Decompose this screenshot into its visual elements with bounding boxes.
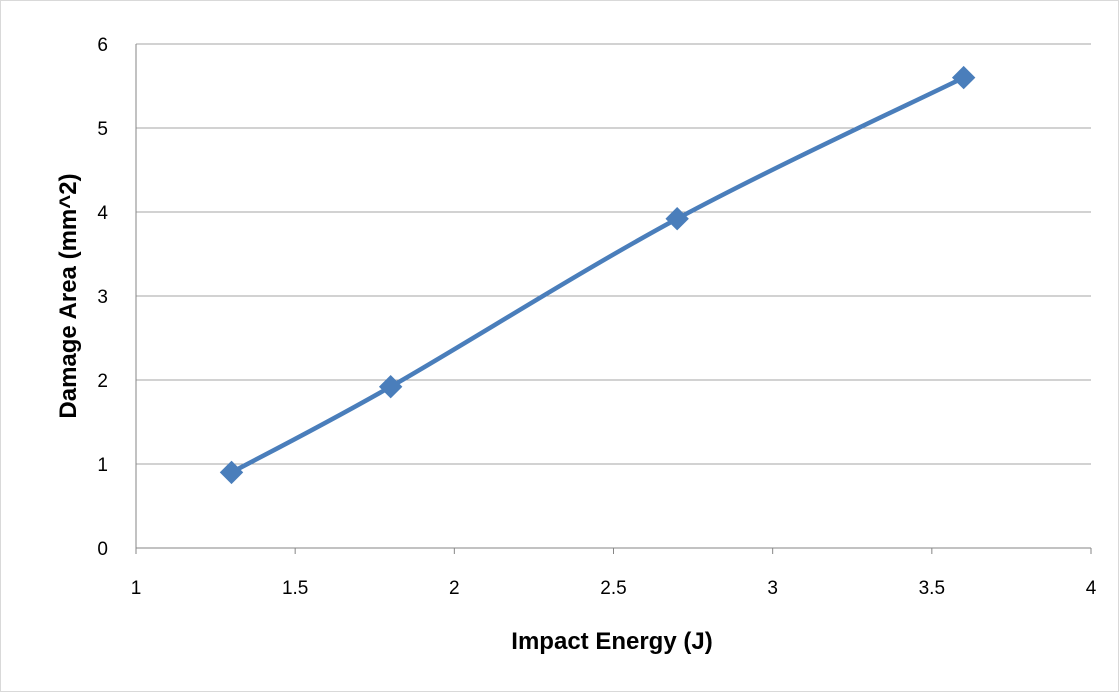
y-axis-title: Damage Area (mm^2) <box>55 173 82 418</box>
y-tick-label: 4 <box>97 203 108 224</box>
x-tick-label: 1 <box>131 578 142 599</box>
x-tick-label: 2 <box>449 578 460 599</box>
data-point-marker <box>951 65 976 90</box>
data-point-marker <box>665 207 689 231</box>
y-tick-label: 1 <box>97 455 108 476</box>
x-tick-label: 4 <box>1086 578 1097 599</box>
tick-labels: 0 1 2 3 4 5 6 1 1.5 2 2.5 3 3.5 4 <box>97 35 1096 599</box>
series-layer <box>219 65 976 485</box>
x-tick-label: 3 <box>767 578 778 599</box>
y-tick-label: 3 <box>97 287 108 308</box>
x-tick-label: 3.5 <box>919 578 945 599</box>
series-line <box>229 75 966 475</box>
y-tick-label: 5 <box>97 119 108 140</box>
y-tick-label: 2 <box>97 371 108 392</box>
data-point-marker <box>219 460 244 485</box>
y-tick-label: 0 <box>97 539 108 560</box>
x-axis-title: Impact Energy (J) <box>511 628 712 655</box>
x-tick-label: 1.5 <box>282 578 308 599</box>
x-tick-label: 2.5 <box>600 578 626 599</box>
axes <box>135 44 1092 554</box>
y-tick-label: 6 <box>97 35 108 56</box>
data-point-marker <box>378 375 403 399</box>
gridlines <box>136 43 1091 465</box>
